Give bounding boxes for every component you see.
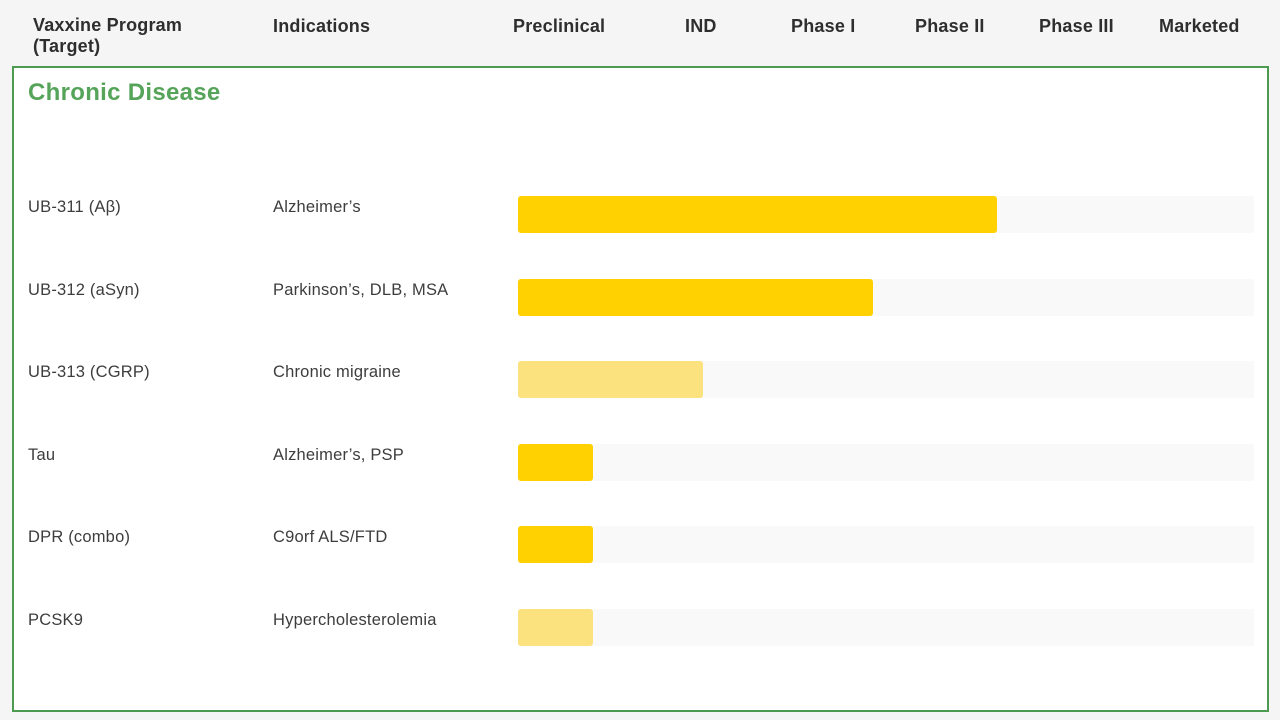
chronic-disease-board: Chronic Disease UB-311 (Aβ) Alzheimer’s … xyxy=(12,66,1269,712)
header-col-phase3: Phase III xyxy=(1039,16,1114,36)
header-col-preclinical: Preclinical xyxy=(513,16,606,36)
pipeline-rows: UB-311 (Aβ) Alzheimer’s UB-312 (aSyn) Pa… xyxy=(14,68,1267,710)
program-label: Tau xyxy=(28,445,56,464)
stage-bar xyxy=(518,526,593,564)
program-label: DPR (combo) xyxy=(28,528,131,547)
pipeline-row: UB-311 (Aβ) Alzheimer’s xyxy=(14,196,1267,233)
header-col-ind: IND xyxy=(685,16,717,36)
pipeline-row: PCSK9 Hypercholesterolemia xyxy=(14,609,1267,646)
pipeline-row: UB-313 (CGRP) Chronic migraine xyxy=(14,361,1267,399)
stage-bar xyxy=(518,278,873,316)
program-label: UB-312 (aSyn) xyxy=(28,280,140,299)
header-col-phase2: Phase II xyxy=(915,16,985,36)
program-label: UB-313 (CGRP) xyxy=(28,363,150,382)
pipeline-row: UB-312 (aSyn) Parkinson’s, DLB, MSA xyxy=(14,278,1267,316)
indication-label: Alzheimer’s xyxy=(273,198,361,216)
indication-label: Hypercholesterolemia xyxy=(273,611,437,629)
program-label: UB-311 (Aβ) xyxy=(28,198,121,216)
indication-label: Chronic migraine xyxy=(273,363,401,382)
stage-track xyxy=(518,526,1254,564)
header-col-phase1: Phase I xyxy=(791,16,856,36)
stage-bar xyxy=(518,609,593,646)
stage-bar xyxy=(518,361,703,399)
pipeline-row: DPR (combo) C9orf ALS/FTD xyxy=(14,526,1267,564)
board-title: Chronic Disease xyxy=(28,79,221,106)
indication-label: Alzheimer’s, PSP xyxy=(273,445,404,464)
indication-label: Parkinson’s, DLB, MSA xyxy=(273,280,449,299)
header-col-program: Vaxxine Program (Target) xyxy=(33,15,183,56)
header-col-marketed: Marketed xyxy=(1159,16,1240,36)
pipeline-row: Tau Alzheimer’s, PSP xyxy=(14,443,1267,481)
header-col-indications: Indications xyxy=(273,16,371,36)
stage-bar xyxy=(518,443,593,481)
program-label: PCSK9 xyxy=(28,611,84,629)
indication-label: C9orf ALS/FTD xyxy=(273,528,388,547)
stage-track xyxy=(518,609,1254,646)
stage-track xyxy=(518,443,1254,481)
stage-bar xyxy=(518,196,997,233)
